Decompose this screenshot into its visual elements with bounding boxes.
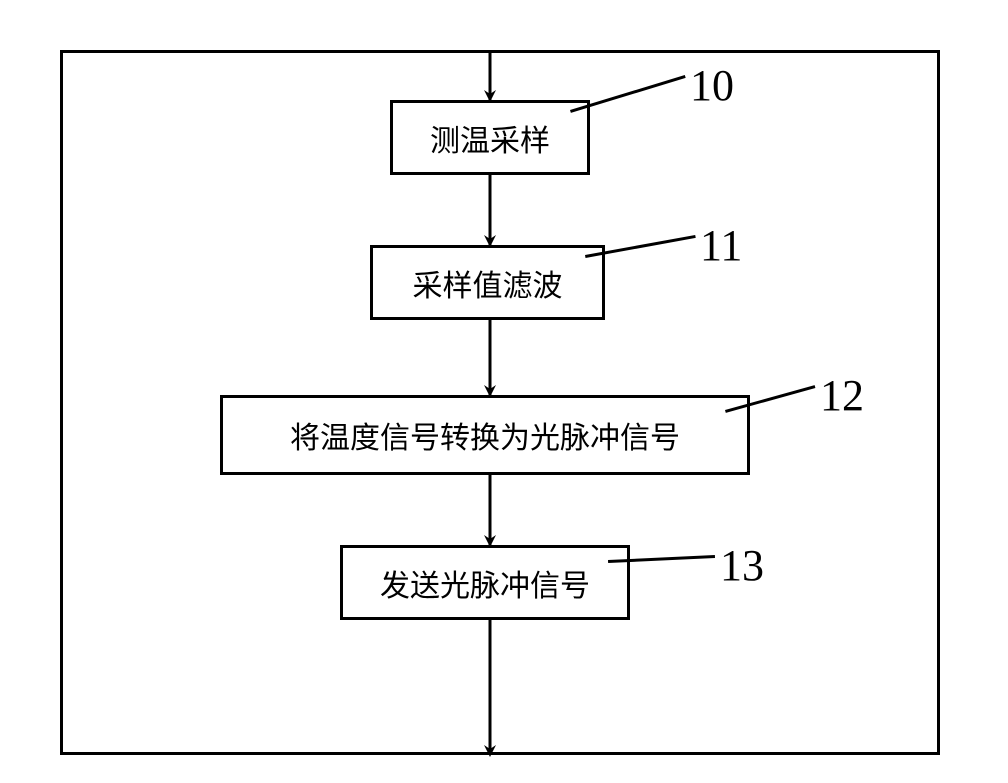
node-12-label: 将温度信号转换为光脉冲信号 (290, 413, 680, 457)
node-11-label: 采样值滤波 (413, 261, 563, 305)
label-10: 10 (690, 60, 734, 111)
node-13: 发送光脉冲信号 (340, 545, 630, 620)
node-10: 测温采样 (390, 100, 590, 175)
node-11: 采样值滤波 (370, 245, 605, 320)
label-12: 12 (820, 370, 864, 421)
label-13: 13 (720, 540, 764, 591)
label-11: 11 (700, 220, 742, 271)
node-13-label: 发送光脉冲信号 (380, 561, 590, 605)
node-10-label: 测温采样 (430, 116, 550, 160)
diagram-canvas: 测温采样 采样值滤波 将温度信号转换为光脉冲信号 发送光脉冲信号 10 11 1… (0, 0, 1008, 783)
node-12: 将温度信号转换为光脉冲信号 (220, 395, 750, 475)
